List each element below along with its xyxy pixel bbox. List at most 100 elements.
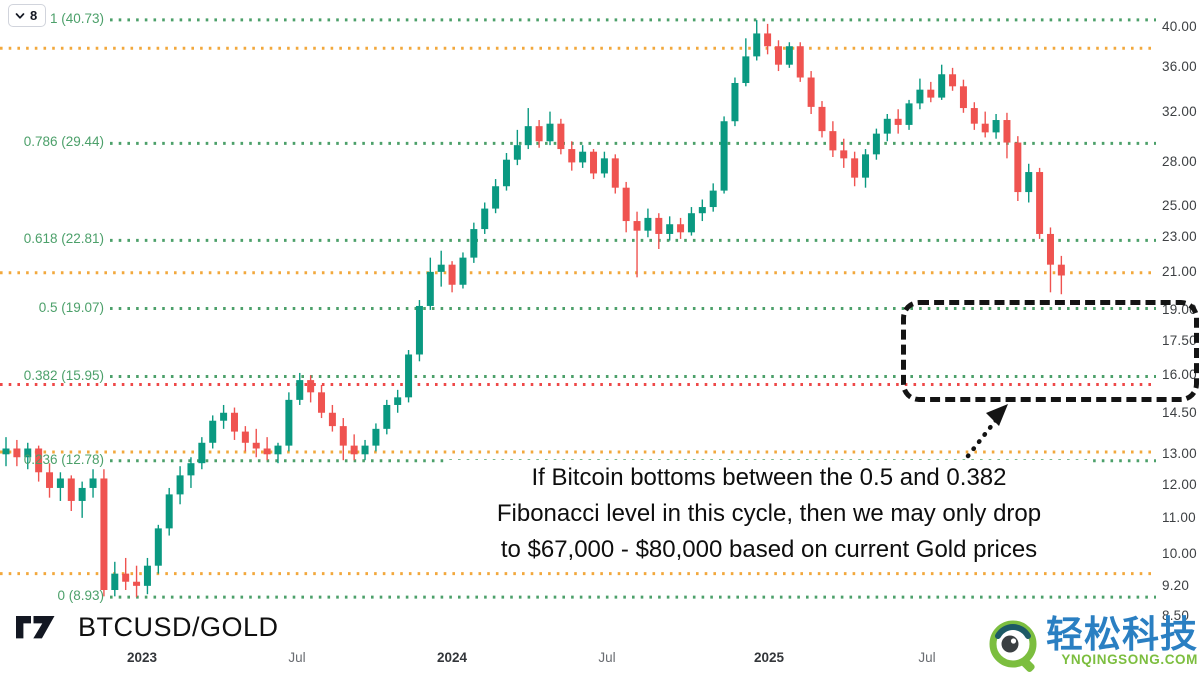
arrow-to-target-zone-icon (965, 404, 1008, 459)
symbol-title: BTCUSD/GOLD (78, 612, 279, 642)
candle (100, 469, 108, 597)
candle (709, 183, 717, 212)
price-tick-label: 32.00 (1162, 103, 1197, 119)
candle (502, 153, 510, 191)
candle (2, 437, 10, 467)
candle (959, 79, 967, 113)
candle (165, 487, 173, 536)
candle (524, 108, 532, 150)
time-tick-label: Jul (598, 650, 616, 665)
site-watermark: 轻松科技 YNQINGSONG.COM (988, 616, 1198, 674)
price-tick-label: 8.50 (1162, 608, 1190, 623)
time-tick-label: Jul (918, 650, 936, 665)
candle (753, 20, 761, 61)
annotation-line: If Bitcoin bottoms between the 0.5 and 0… (531, 464, 1007, 491)
candle (187, 457, 195, 488)
candle (785, 42, 793, 68)
candle (1057, 255, 1065, 295)
candle (470, 222, 478, 263)
candle (198, 437, 206, 470)
candle (622, 181, 630, 233)
candle (546, 111, 554, 146)
price-tick-label: 25.00 (1162, 197, 1197, 213)
objects-tree-badge[interactable]: 8 (8, 4, 47, 27)
candle (1046, 227, 1054, 293)
candle (481, 202, 489, 234)
brand-domain: YNQINGSONG.COM (1061, 652, 1198, 667)
candle (633, 211, 641, 278)
candle (1003, 112, 1011, 159)
candle (350, 434, 358, 461)
candle (437, 250, 445, 287)
price-tick-label: 11.00 (1162, 509, 1196, 525)
candle (361, 439, 369, 461)
candle (796, 42, 804, 82)
candle (916, 78, 924, 110)
candle (840, 138, 848, 168)
price-tick-label: 12.00 (1162, 476, 1197, 492)
candle (383, 399, 391, 435)
candle (394, 389, 402, 413)
price-tick-label: 17.50 (1162, 333, 1197, 349)
price-tick-label: 13.00 (1162, 446, 1197, 462)
candle (220, 404, 228, 429)
fib-level-label: 0.618 (22.81) (23, 231, 104, 247)
price-tick-label: 10.00 (1162, 546, 1197, 562)
candle (274, 442, 282, 464)
candle (13, 439, 21, 467)
candle (426, 257, 434, 310)
candle (579, 145, 587, 168)
candle (655, 213, 663, 250)
candle (459, 252, 467, 289)
fib-level-label: 1 (40.73) (49, 10, 104, 26)
candle (992, 113, 1000, 139)
price-tick-label: 14.50 (1162, 404, 1197, 420)
annotation-line: Fibonacci level in this cycle, then we m… (496, 500, 1042, 527)
candle (263, 437, 271, 461)
candle (829, 121, 837, 158)
candle (372, 423, 380, 452)
candle (731, 77, 739, 127)
candle (230, 407, 238, 440)
candle (927, 81, 935, 103)
candle (318, 384, 326, 419)
candle (176, 466, 184, 505)
price-tick-label: 36.00 (1162, 58, 1197, 74)
time-tick-label: 2025 (753, 650, 785, 665)
candle (742, 38, 750, 87)
candle (154, 524, 162, 574)
candle (405, 350, 413, 403)
candle (981, 111, 989, 138)
price-tick-label: 28.00 (1162, 154, 1197, 170)
fib-level-label: 0.236 (12.78) (23, 451, 104, 467)
candle (67, 475, 75, 512)
candle (938, 64, 946, 100)
analysis-annotation: If Bitcoin bottoms between the 0.5 and 0… (445, 460, 1093, 568)
candle (677, 217, 685, 239)
candle (1014, 136, 1022, 201)
candle (241, 426, 249, 452)
price-tick-label: 23.00 (1162, 229, 1197, 245)
candle (35, 445, 43, 482)
candle (143, 557, 151, 595)
candle (666, 216, 674, 241)
candle (611, 154, 619, 194)
fib-level-label: 0 (8.93) (57, 588, 104, 604)
candle (24, 442, 32, 470)
candle (818, 101, 826, 138)
tradingview-logo-icon (16, 616, 55, 639)
candle (687, 207, 695, 236)
fib-level-label: 0.5 (19.07) (38, 299, 104, 315)
chevron-down-icon (15, 12, 25, 19)
price-tick-label: 9.20 (1162, 577, 1190, 593)
badge-count: 8 (30, 8, 38, 23)
fib-level-label: 0.382 (15.95) (23, 367, 104, 383)
candle (209, 415, 217, 449)
candle (600, 151, 608, 178)
candle (1036, 167, 1044, 239)
candle (949, 67, 957, 91)
candle (970, 102, 978, 130)
target-zone-box (901, 300, 1199, 402)
